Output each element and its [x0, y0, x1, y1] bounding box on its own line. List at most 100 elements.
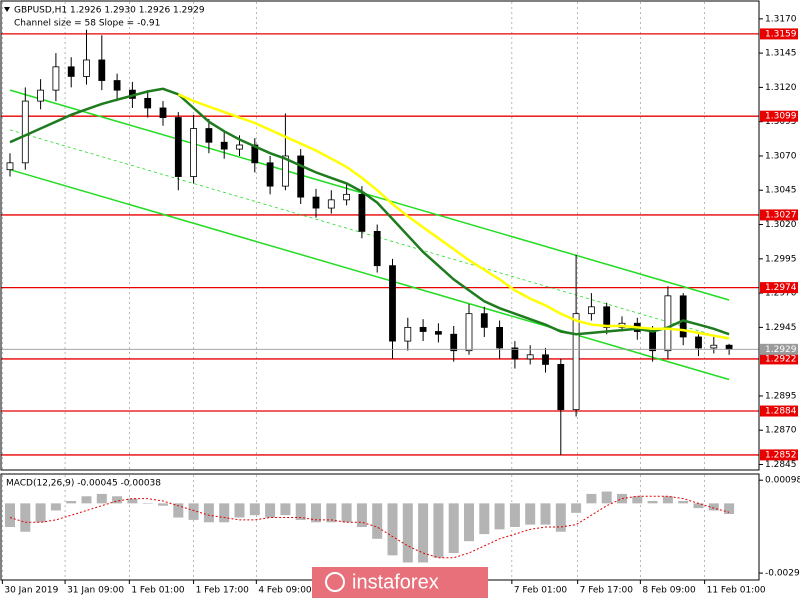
candle-body [710, 344, 718, 349]
x-tick-label: 30 Jan 2019 [4, 586, 58, 596]
level-label: 1.3099 [765, 112, 797, 122]
y-tick-label: 1.3170 [765, 14, 797, 24]
candle-body [266, 162, 274, 187]
moving-average [177, 93, 730, 340]
candle-body [526, 354, 534, 360]
channel-line [9, 129, 730, 341]
candle-body [572, 313, 580, 411]
candle-body [297, 155, 305, 198]
candle-body [144, 97, 152, 109]
level-label: 1.2974 [765, 283, 797, 293]
candle-body [358, 193, 366, 232]
level-label-box [760, 110, 798, 122]
candle-body [174, 117, 182, 177]
candle-body [98, 59, 106, 81]
candle-body [6, 162, 14, 171]
channel-annotation: Channel size = 58 Slope = -0.91 [14, 19, 160, 29]
candle-body [664, 295, 672, 352]
macd-bar [433, 503, 444, 558]
macd-bar [372, 503, 383, 539]
candle-body [450, 333, 458, 352]
candle-body [236, 144, 243, 150]
candle-body [52, 66, 60, 91]
candle-body [220, 141, 228, 150]
level-label: 1.3159 [765, 29, 797, 39]
level-label: 1.2922 [765, 354, 797, 364]
macd-bar [494, 503, 505, 530]
macd-bar [188, 503, 199, 520]
macd-bar [249, 503, 260, 516]
candle-body [649, 331, 656, 352]
macd-bar [280, 503, 291, 516]
candle-body [159, 107, 167, 118]
macd-bar [5, 503, 15, 527]
macd-bar [234, 503, 245, 518]
macd-bar [693, 503, 704, 509]
channel-line [9, 89, 730, 301]
candle-body [496, 326, 504, 349]
x-tick-label: 1 Feb 01:00 [131, 586, 185, 596]
macd-bar [479, 503, 490, 535]
symbol-title: GBPUSD,H1 [14, 6, 67, 16]
y-tick-label: 1.3145 [765, 49, 797, 59]
x-tick-label: 31 Jan 09:00 [67, 586, 124, 596]
candle-body [511, 347, 519, 360]
level-label: 1.2884 [765, 407, 797, 417]
candle-body [37, 89, 44, 102]
candle-body [190, 128, 198, 177]
macd-bar [35, 503, 46, 523]
channel-line [9, 168, 730, 381]
level-label-box [760, 209, 798, 221]
macd-bar [66, 501, 77, 504]
watermark-logo [325, 572, 345, 592]
macd-bar [708, 503, 719, 511]
y-tick-label: 1.2895 [765, 391, 797, 401]
main-pane-border [0, 0, 760, 471]
candle-body [679, 295, 687, 338]
candle-body [205, 128, 213, 143]
y-tick-label: 1.2870 [765, 426, 797, 436]
level-label-box [760, 28, 798, 40]
macd-bar [402, 503, 413, 563]
macd-bar [678, 501, 689, 504]
candle-body [251, 144, 259, 164]
macd-bar [571, 503, 582, 513]
level-label: 1.3027 [765, 210, 797, 220]
macd-bar [525, 503, 536, 525]
y-tick-label: 1.3020 [765, 220, 797, 230]
macd-bar [341, 503, 352, 523]
level-label-box [760, 449, 798, 461]
macd-bar [586, 493, 597, 504]
macd-bar [662, 496, 673, 504]
macd-bar [356, 503, 367, 527]
watermark: instaforex [352, 571, 439, 593]
candle-body [434, 331, 442, 335]
level-label-box [760, 405, 798, 417]
level-label-box [760, 282, 798, 294]
macd-bar [265, 503, 276, 518]
last-price-label: 1.2929 [765, 345, 797, 355]
macd-bar [448, 503, 459, 553]
macd-bar [20, 503, 31, 532]
level-label: 1.2852 [765, 450, 797, 460]
moving-average [9, 87, 730, 336]
candle-body [83, 59, 90, 77]
y-tick-label: 1.3070 [765, 151, 797, 161]
x-tick-label: 8 Feb 09:00 [642, 586, 696, 596]
candle-body [695, 336, 702, 349]
macd-bar [387, 503, 398, 556]
macd-bar [50, 503, 61, 511]
candle-body [557, 364, 565, 411]
candle-body [343, 193, 351, 201]
collapse-icon [4, 7, 10, 12]
y-tick-label: 1.2945 [765, 323, 797, 333]
macd-bar [173, 503, 184, 518]
candle-body [67, 66, 75, 77]
candle-body [404, 326, 412, 342]
ohlc-text: 1.2926 1.2930 1.2926 1.2929 [70, 6, 205, 16]
macd-bar [96, 493, 107, 504]
candle-body [603, 306, 611, 328]
macd-bar [158, 503, 168, 506]
